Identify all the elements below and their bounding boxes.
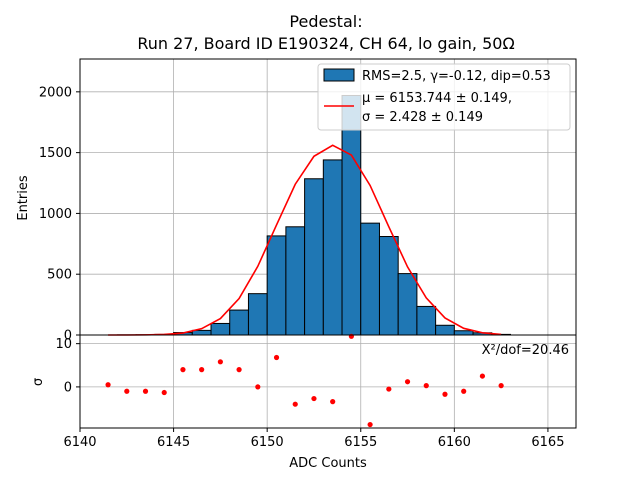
x-tick-label: 6145 [157, 435, 190, 450]
legend-box [317, 63, 571, 131]
bottom-y-axis-label: σ [31, 378, 46, 386]
residual-point [180, 367, 186, 373]
top-y-tick-label: 2000 [39, 85, 72, 100]
residual-point [199, 367, 205, 373]
histogram-bar [247, 293, 268, 336]
residual-point [124, 388, 130, 394]
x-axis-label: ADC Counts [289, 456, 367, 471]
residual-point [386, 386, 392, 392]
residual-point [423, 383, 429, 389]
histogram-bar [378, 236, 399, 336]
top-y-tick-label: 1000 [39, 207, 72, 222]
residual-point [292, 401, 298, 407]
residual-point [142, 388, 149, 394]
residual-point [255, 384, 261, 390]
top-y-axis-label: Entries [16, 175, 31, 221]
histogram-bar [210, 322, 231, 336]
residual-point [498, 383, 504, 389]
chi2-annotation: X²/dof=20.46 [482, 343, 569, 358]
bottom-y-tick-label: 0 [64, 380, 72, 395]
residual-point [442, 391, 448, 397]
histogram-bar [360, 222, 380, 336]
histogram-bar [453, 330, 474, 336]
residual-point [161, 389, 167, 396]
legend-fit-label-mu: μ = 6153.744 ± 0.149, [362, 91, 512, 106]
histogram-bar [341, 94, 362, 336]
histogram-bar [416, 305, 437, 336]
x-tick-label: 6160 [438, 435, 471, 450]
residual-points [105, 333, 504, 428]
top-y-tick-label: 0 [64, 329, 72, 344]
top-y-tick-label: 500 [47, 268, 72, 283]
residual-point [367, 421, 373, 428]
bottom-y-ticks: 0 10 [55, 337, 80, 395]
bottom-x-ticks: 6140 6145 6150 6155 6160 6165 [63, 428, 564, 450]
legend-hist-swatch [323, 68, 355, 82]
histogram-bar [304, 178, 324, 336]
histogram-bar [229, 309, 249, 336]
residual-point [404, 379, 411, 385]
x-tick-label: 6150 [251, 435, 284, 450]
residual-point [217, 359, 223, 365]
histogram-bar [397, 273, 418, 336]
bottom-y-tick-label: 10 [55, 337, 72, 352]
histogram-bar [266, 235, 287, 336]
x-tick-label: 6140 [63, 435, 96, 450]
histogram-bar [322, 159, 343, 336]
fit-curve [108, 144, 502, 336]
gaussian-fit [108, 144, 502, 336]
residual-point [330, 399, 336, 405]
legend: RMS=2.5, γ=-0.12, dip=0.53 μ = 6153.744 … [317, 63, 571, 131]
residual-point [273, 354, 280, 361]
bottom-gridlines [79, 335, 576, 428]
top-y-ticks: 0 500 1000 1500 2000 [39, 85, 80, 344]
legend-hist-label: RMS=2.5, γ=-0.12, dip=0.53 [362, 69, 551, 84]
legend-fit-label-sigma: σ = 2.428 ± 0.149 [362, 110, 483, 125]
chart-subtitle: Run 27, Board ID E190324, CH 64, lo gain… [137, 34, 514, 53]
histogram-bar [191, 329, 212, 336]
residual-point [461, 388, 467, 394]
residual-point [311, 395, 317, 402]
residual-point [236, 367, 242, 373]
histogram-bar [285, 226, 306, 336]
histogram-bar [435, 324, 455, 336]
x-tick-label: 6155 [344, 435, 377, 450]
chart-title: Pedestal: [289, 12, 362, 31]
x-tick-label: 6165 [531, 435, 564, 450]
residual-point [348, 333, 354, 339]
residual-point [479, 373, 486, 379]
top-y-tick-label: 1500 [39, 146, 72, 161]
bottom-axes-frame [79, 334, 577, 429]
residual-point [105, 382, 111, 388]
